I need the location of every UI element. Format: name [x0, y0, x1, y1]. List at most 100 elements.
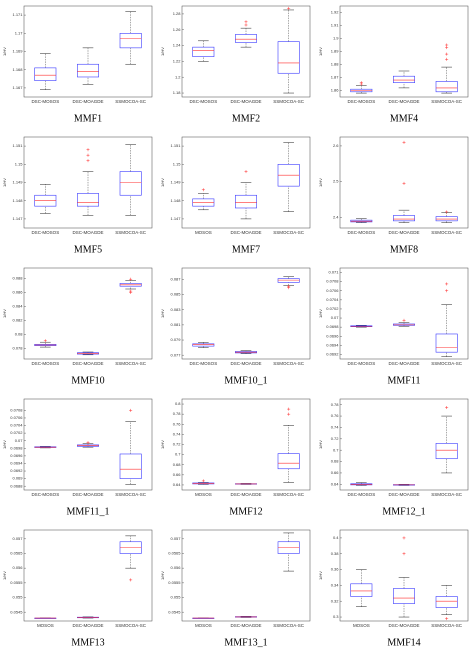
box — [119, 453, 142, 479]
y-tick-label: 0.0704 — [326, 297, 339, 302]
outlier — [86, 159, 90, 163]
box — [393, 215, 415, 222]
x-tick-label: DSC-MOSOS — [347, 361, 375, 366]
x-tick-label: DSC-MOAGDE — [72, 623, 103, 628]
chart-title: MMF14 — [387, 637, 420, 648]
outlier — [402, 536, 406, 540]
y-axis-label: 1/HV — [318, 571, 323, 580]
x-tick-label: SSMOCOA-SC — [273, 492, 305, 497]
outlier — [445, 46, 449, 50]
outlier — [201, 188, 205, 192]
x-tick-label: SSMOCOA-SC — [115, 99, 147, 104]
y-tick-label: 0.0694 — [326, 342, 339, 347]
box — [393, 75, 415, 83]
outlier — [129, 578, 133, 582]
plot-frame — [339, 136, 469, 229]
y-tick-label: 0.057 — [170, 536, 181, 541]
chart-title: MMF13_1 — [224, 637, 267, 648]
x-tick-label: SSMOCOA-SC — [115, 623, 147, 628]
y-tick-label: 0.077 — [170, 352, 181, 357]
y-tick-label: 0.68 — [173, 462, 182, 467]
y-tick-label: 1.15 — [15, 161, 24, 166]
y-tick-label: 2.6 — [333, 143, 339, 148]
x-tick-label: DSC-MOAGDE — [230, 623, 261, 628]
y-tick-label: 1.151 — [12, 143, 23, 148]
y-tick-label: 1.168 — [12, 67, 23, 72]
box — [350, 583, 373, 597]
y-tick-label: 0.057 — [12, 536, 23, 541]
x-tick-label: SSMOCOA-SC — [273, 361, 305, 366]
outlier — [445, 282, 449, 286]
y-tick-label: 0.0692 — [10, 468, 23, 473]
outlier — [86, 153, 90, 157]
y-tick-label: 1.167 — [12, 85, 23, 90]
y-tick-label: 0.64 — [173, 482, 182, 487]
y-tick-label: 1.86 — [331, 88, 340, 93]
chart-title: MMF12 — [229, 506, 262, 517]
y-tick-label: 0.66 — [331, 470, 340, 475]
x-tick-label: MOSOS — [195, 623, 212, 628]
y-tick-label: 1.148 — [12, 198, 23, 203]
y-tick-label: 1.149 — [12, 180, 23, 185]
y-tick-label: 0.086 — [12, 290, 23, 295]
x-tick-label: MOSOS — [195, 492, 212, 497]
plot-frame — [181, 529, 311, 622]
y-tick-label: 0.0706 — [10, 415, 23, 420]
plot-frame — [181, 5, 311, 98]
y-tick-label: 0.088 — [12, 276, 23, 281]
y-tick-label: 0.0555 — [10, 580, 23, 585]
box — [435, 596, 458, 608]
outlier — [129, 408, 133, 412]
x-tick-label: DSC-MOAGDE — [72, 492, 103, 497]
outlier — [445, 210, 449, 214]
y-tick-label: 0.7 — [333, 447, 339, 452]
outlier — [86, 441, 90, 445]
outlier — [287, 407, 291, 411]
box — [34, 67, 57, 81]
y-tick-label: 0.38 — [331, 551, 340, 556]
y-tick-label: 0.0702 — [10, 430, 23, 435]
x-tick-label: DSC-MOAGDE — [230, 99, 261, 104]
y-tick-label: 0.36 — [331, 567, 340, 572]
outlier — [129, 277, 133, 281]
x-tick-label: SSMOCOA-SC — [273, 623, 305, 628]
panel: 0.0692 0.0694 0.0696 0.0698 0.07 0.0702 0.0704… — [318, 267, 469, 386]
chart-title: MMF8 — [390, 244, 418, 255]
outlier — [201, 479, 205, 483]
y-tick-label: 1.24 — [173, 43, 182, 48]
x-tick-label: DSC-MOSOS — [189, 361, 217, 366]
y-tick-label: 0.0692 — [326, 352, 339, 357]
chart-title: MMF13 — [71, 637, 104, 648]
y-tick-label: 0.079 — [170, 337, 181, 342]
chart-title: MMF11_1 — [67, 506, 110, 517]
y-axis-label: 1/HV — [2, 440, 7, 449]
outlier — [445, 52, 449, 56]
box — [77, 63, 99, 78]
box — [435, 216, 458, 222]
x-tick-label: DSC-MOAGDE — [230, 492, 261, 497]
y-axis-label: 1/HV — [2, 571, 7, 580]
outlier — [287, 284, 291, 288]
outlier — [287, 412, 291, 416]
x-tick-label: SSMOCOA-SC — [115, 361, 147, 366]
x-tick-label: SSMOCOA-SC — [273, 99, 305, 104]
y-tick-label: 1.169 — [12, 49, 23, 54]
chart-title: MMF5 — [74, 244, 102, 255]
box — [119, 171, 142, 196]
y-tick-label: 0.0694 — [10, 461, 23, 466]
x-tick-label: DSC-MOAGDE — [388, 361, 419, 366]
outlier — [129, 289, 133, 293]
y-tick-label: 0.64 — [331, 481, 340, 486]
box — [435, 333, 458, 353]
y-axis-label: 1/HV — [160, 571, 165, 580]
y-tick-label: 0.78 — [173, 411, 182, 416]
y-tick-label: 0.76 — [173, 421, 182, 426]
x-tick-label: MOSOS — [195, 230, 212, 235]
plot-frame — [339, 267, 469, 360]
y-tick-label: 0.0555 — [168, 580, 181, 585]
panel: 1.18 1.2 1.22 1.24 1.26 1.28 1/HV DSC-MOSOS DSC-… — [160, 5, 311, 124]
y-tick-label: 1.88 — [331, 62, 340, 67]
y-tick-label: 0.34 — [331, 582, 340, 587]
x-tick-label: DSC-MOSOS — [31, 361, 59, 366]
y-tick-label: 0.3 — [333, 614, 339, 619]
